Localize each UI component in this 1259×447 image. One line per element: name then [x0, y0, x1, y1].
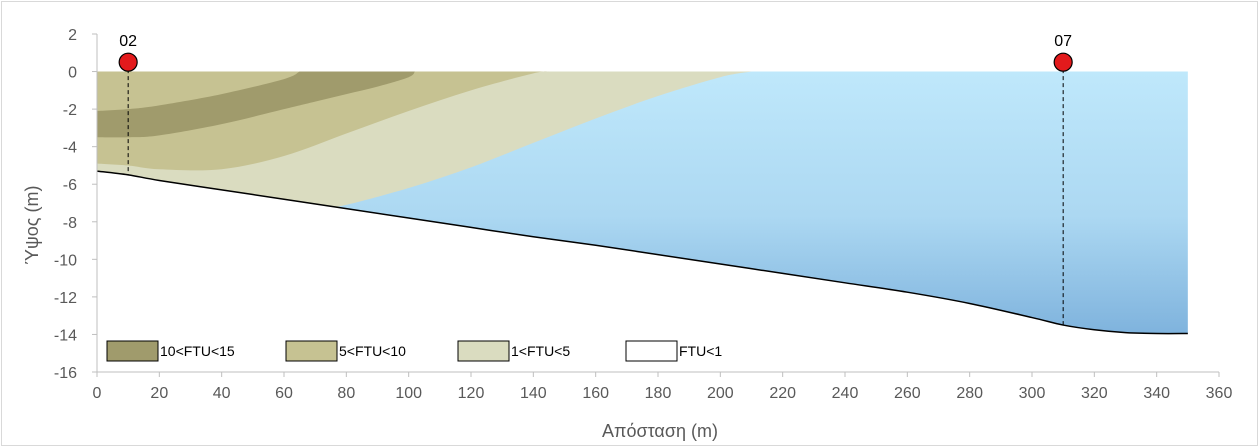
y-tick-label: -4	[63, 140, 77, 157]
x-tick-label: 60	[275, 385, 293, 402]
x-axis-title: Απόσταση (m)	[602, 421, 718, 441]
legend: 10<FTU<15 5<FTU<10 1<FTU<5 FTU<1	[106, 340, 722, 362]
y-tick-label: -2	[63, 102, 77, 119]
ftu-5-10-area	[97, 71, 549, 171]
plot-area	[96, 71, 1188, 335]
x-tick-label: 260	[894, 385, 921, 402]
y-tick-label: -6	[63, 177, 77, 194]
y-tick-label: 2	[68, 27, 77, 44]
station-label: 02	[119, 33, 137, 50]
legend-label: 1<FTU<5	[511, 343, 570, 359]
bed-profile-line	[96, 170, 1188, 335]
x-tick-label: 100	[395, 385, 422, 402]
x-tick-label: 120	[458, 385, 485, 402]
x-tick-label: 220	[769, 385, 796, 402]
stations: 02 07	[118, 33, 1073, 326]
x-tick-label: 20	[150, 385, 168, 402]
x-tick-label: 180	[645, 385, 672, 402]
legend-swatch	[285, 340, 338, 362]
ftu-10-15-area	[97, 71, 415, 138]
station-label: 07	[1054, 33, 1072, 50]
x-tick-label: 320	[1081, 385, 1108, 402]
legend-swatch	[457, 340, 510, 362]
y-tick-label: 0	[68, 65, 77, 82]
y-tick-label: -12	[54, 290, 77, 307]
x-tick-label: 160	[582, 385, 609, 402]
legend-swatch	[625, 340, 678, 362]
x-tick-label: 140	[520, 385, 547, 402]
station-marker	[118, 52, 138, 72]
y-axis-title: Ύψος (m)	[22, 186, 42, 265]
x-tick-label: 280	[956, 385, 983, 402]
legend-swatch	[106, 340, 159, 362]
axes: 0 20 40 60 80 100 120 140 160 180 200 220 240 260 280 3…	[54, 27, 1233, 402]
y-tick-label: -10	[54, 252, 77, 269]
x-tick-label: 240	[832, 385, 859, 402]
x-tick-label: 0	[93, 385, 102, 402]
y-tick-label: -14	[54, 327, 77, 344]
station-marker	[1053, 52, 1073, 72]
legend-label: 10<FTU<15	[160, 343, 235, 359]
legend-label: FTU<1	[679, 343, 722, 359]
x-tick-label: 360	[1206, 385, 1233, 402]
y-tick-label: -8	[63, 215, 77, 232]
x-tick-label: 340	[1143, 385, 1170, 402]
y-tick-label: -16	[54, 365, 77, 382]
x-tick-label: 40	[213, 385, 231, 402]
x-tick-label: 200	[707, 385, 734, 402]
x-tick-label: 80	[337, 385, 355, 402]
legend-label: 5<FTU<10	[339, 343, 406, 359]
x-tick-label: 300	[1019, 385, 1046, 402]
